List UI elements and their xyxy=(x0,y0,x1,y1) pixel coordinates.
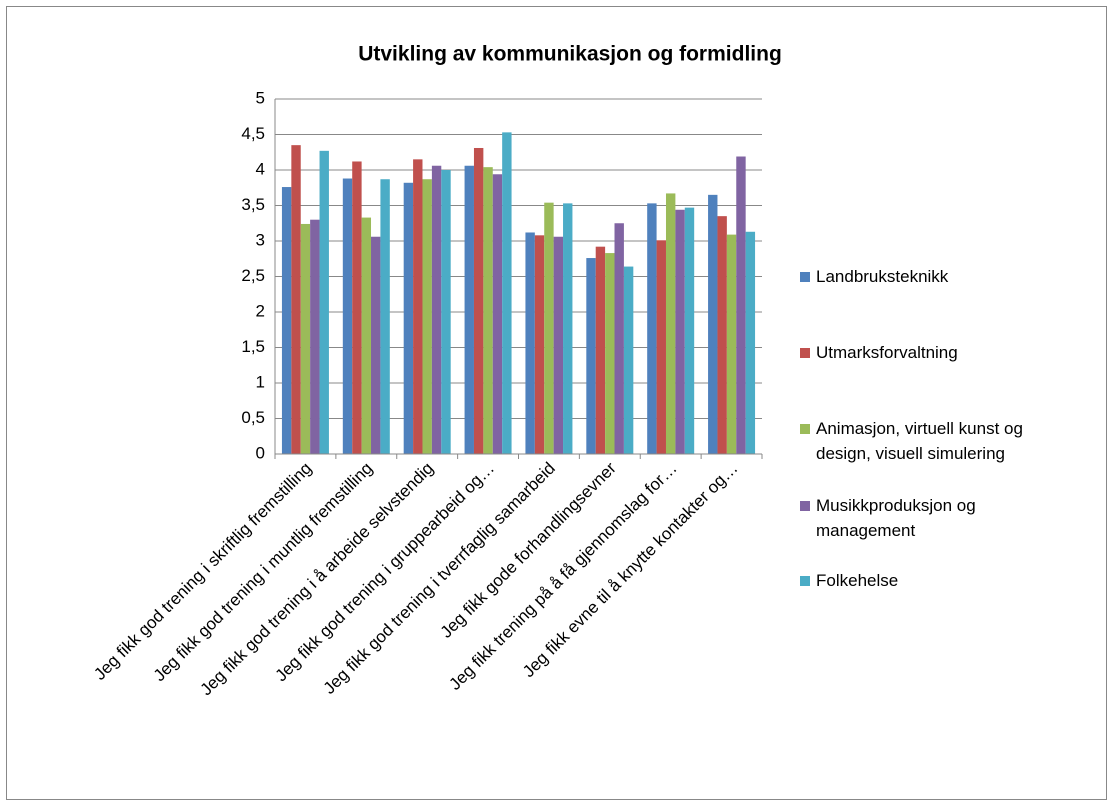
bar xyxy=(281,187,292,455)
bar xyxy=(708,194,718,454)
bar xyxy=(595,246,606,454)
bar xyxy=(563,203,573,454)
legend-entry: Musikkproduksjon og management xyxy=(800,493,1100,543)
bar xyxy=(623,266,634,454)
bar xyxy=(310,219,320,454)
bar xyxy=(534,235,545,454)
bar xyxy=(483,167,493,454)
bar xyxy=(675,209,685,454)
legend-entry: Utmarksforvaltning xyxy=(800,340,1100,365)
bar xyxy=(431,165,442,455)
legend-swatch xyxy=(800,272,810,282)
legend-entry: Animasjon, virtuell kunst og design, vis… xyxy=(800,416,1100,466)
bar xyxy=(745,231,756,454)
bar xyxy=(441,170,451,454)
y-tick-label: 0,5 xyxy=(241,408,265,427)
y-tick-label: 0 xyxy=(256,443,265,462)
bar xyxy=(605,253,615,454)
bar xyxy=(656,240,666,454)
bar xyxy=(586,258,596,454)
y-tick-label: 2,5 xyxy=(241,266,265,285)
legend-entry: Folkehelse xyxy=(800,568,1100,593)
bar xyxy=(464,165,474,455)
legend-label: Landbruksteknikk xyxy=(816,267,949,286)
legend-label: Animasjon, virtuell kunst og design, vis… xyxy=(816,419,1023,463)
bar xyxy=(502,132,512,454)
y-tick-label: 1,5 xyxy=(241,337,265,356)
bar xyxy=(291,145,301,454)
bar xyxy=(736,156,746,454)
bar xyxy=(717,216,727,454)
bar xyxy=(371,236,381,454)
bar xyxy=(492,174,503,454)
legend-label: Utmarksforvaltning xyxy=(816,343,958,362)
y-tick-label: 4,5 xyxy=(241,124,265,143)
legend-swatch xyxy=(800,576,810,586)
bar xyxy=(614,223,624,454)
bar xyxy=(403,182,414,454)
bar xyxy=(319,150,329,454)
legend-swatch xyxy=(800,424,810,434)
legend-label: Folkehelse xyxy=(816,571,899,590)
legend-swatch xyxy=(800,501,810,511)
bar xyxy=(647,203,657,454)
legend-swatch xyxy=(800,348,810,358)
bar xyxy=(422,179,432,455)
y-tick-label: 3 xyxy=(256,230,265,249)
bar xyxy=(413,159,423,454)
bar xyxy=(684,207,695,454)
bar xyxy=(473,147,484,455)
y-tick-label: 2 xyxy=(256,301,265,320)
legend-label: Musikkproduksjon og management xyxy=(816,496,976,540)
bar xyxy=(361,217,372,454)
y-tick-label: 4 xyxy=(256,159,265,178)
bar xyxy=(553,236,564,454)
bar xyxy=(726,234,737,454)
bar xyxy=(525,232,535,454)
bar xyxy=(342,178,353,454)
y-tick-label: 5 xyxy=(256,88,265,107)
y-tick-label: 1 xyxy=(256,372,265,391)
bar xyxy=(300,223,311,454)
y-tick-label: 3,5 xyxy=(241,195,265,214)
bar xyxy=(352,161,362,455)
bar xyxy=(544,202,554,454)
chart-title: Utvikling av kommunikasjon og formidling xyxy=(358,43,782,66)
legend-entry: Landbruksteknikk xyxy=(800,264,1100,289)
bar xyxy=(665,193,676,454)
bar xyxy=(380,179,390,455)
